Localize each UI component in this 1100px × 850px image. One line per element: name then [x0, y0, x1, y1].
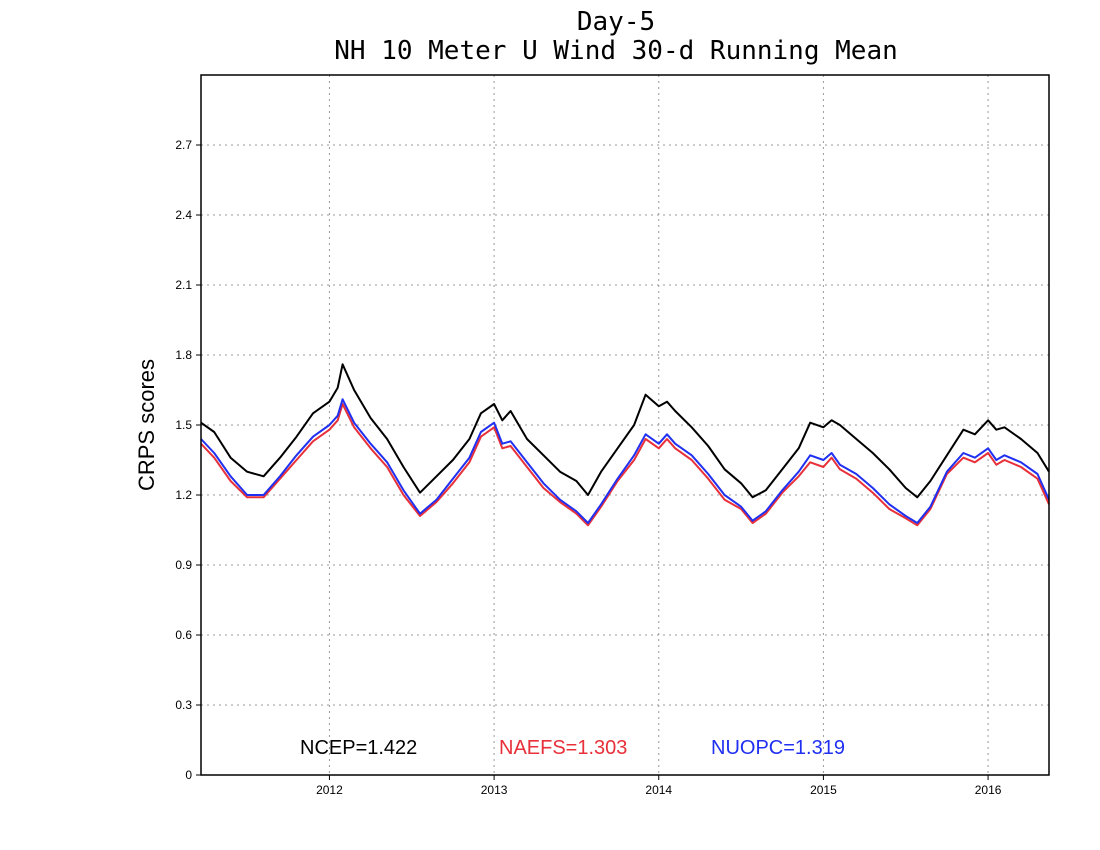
x-tick-label: 2014 — [645, 783, 672, 797]
y-tick-label: 1.5 — [175, 418, 192, 432]
y-tick-label: 1.8 — [175, 348, 192, 362]
y-tick-label: 0.3 — [175, 698, 192, 712]
plot-frame — [200, 74, 1050, 776]
chart-title: Day-5 — [577, 7, 655, 37]
series-line-ncep — [200, 363, 1050, 499]
y-tick-label: 1.2 — [175, 488, 192, 502]
legend: NCEP=1.422 NAEFS=1.303 NUOPC=1.319 — [300, 737, 845, 759]
legend-entry: NAEFS=1.303 — [499, 737, 627, 759]
y-tick-label: 2.1 — [175, 278, 192, 292]
y-axis-label: CRPS scores — [134, 359, 159, 491]
x-tick-label: 2015 — [810, 783, 837, 797]
x-axis-ticks: 2012 2013 2014 2015 2016 — [316, 775, 1002, 797]
legend-entry: NUOPC=1.319 — [711, 737, 845, 759]
chart-subtitle: NH 10 Meter U Wind 30-d Running Mean — [334, 36, 898, 66]
x-tick-label: 2016 — [975, 783, 1002, 797]
x-tick-label: 2012 — [316, 783, 343, 797]
legend-entry: NCEP=1.422 — [300, 737, 417, 759]
series-lines — [200, 363, 1050, 527]
y-axis-ticks: 0 0.3 0.6 0.9 1.2 1.5 1.8 2.1 2.4 2.7 — [175, 138, 201, 782]
y-tick-label: 2.7 — [175, 138, 192, 152]
x-tick-label: 2013 — [481, 783, 508, 797]
y-tick-label: 2.4 — [175, 208, 192, 222]
series-line-nuopc — [200, 398, 1050, 524]
y-tick-label: 0 — [185, 768, 192, 782]
y-tick-label: 0.9 — [175, 558, 192, 572]
y-tick-label: 0.6 — [175, 628, 192, 642]
series-line-naefs — [200, 403, 1050, 527]
